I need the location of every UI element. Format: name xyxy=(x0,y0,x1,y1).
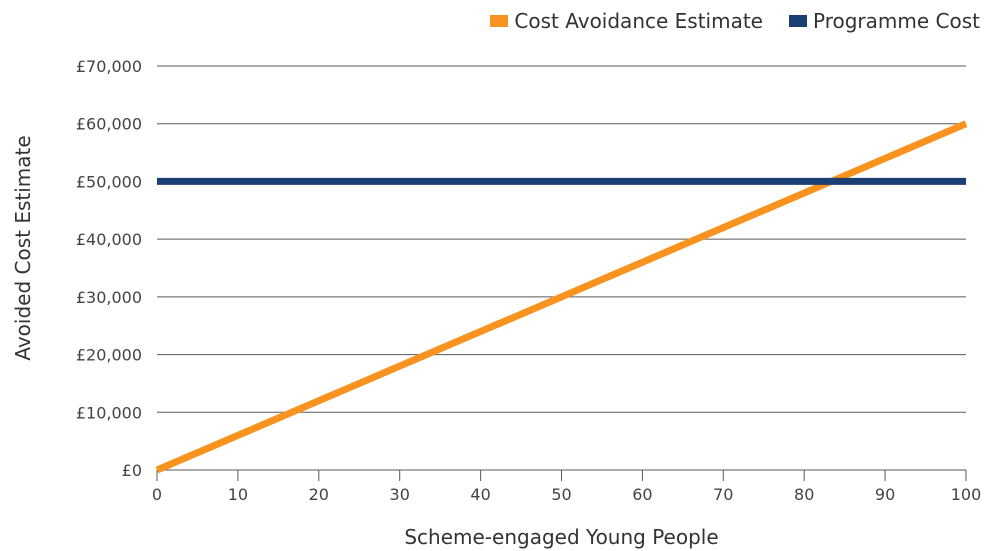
y-tick-label-3: £30,000 xyxy=(76,288,142,307)
x-tick-label-6: 60 xyxy=(632,485,652,504)
series-lines xyxy=(155,120,968,474)
legend-swatch-cost-avoidance xyxy=(490,15,509,27)
x-tick-label-10: 100 xyxy=(951,485,982,504)
y-tick-label-2: £20,000 xyxy=(76,346,142,365)
legend-swatch-programme-cost xyxy=(789,15,807,27)
legend-label-programme-cost: Programme Cost xyxy=(813,9,980,33)
legend-item-programme-cost: Programme Cost xyxy=(789,9,980,33)
y-axis-title: Avoided Cost Estimate xyxy=(11,135,35,360)
legend-item-cost-avoidance: Cost Avoidance Estimate xyxy=(490,9,763,33)
x-tick-label-9: 90 xyxy=(875,485,895,504)
x-axis-title: Scheme-engaged Young People xyxy=(404,525,718,549)
y-axis-tick-labels: £0 £10,000 £20,000 £30,000 £40,000 £50,000 £60… xyxy=(76,57,142,480)
x-tick-label-3: 30 xyxy=(390,485,410,504)
y-tick-label-1: £10,000 xyxy=(76,403,142,422)
legend: Cost Avoidance Estimate Programme Cost xyxy=(490,9,980,33)
x-tick-label-2: 20 xyxy=(309,485,329,504)
y-tick-label-7: £70,000 xyxy=(76,57,142,76)
y-tick-label-5: £50,000 xyxy=(76,172,142,191)
x-tick-label-5: 50 xyxy=(551,485,571,504)
y-tick-label-4: £40,000 xyxy=(76,230,142,249)
legend-label-cost-avoidance: Cost Avoidance Estimate xyxy=(514,9,763,33)
x-tick-label-0: 0 xyxy=(152,485,162,504)
x-axis-tick-labels: 0 10 20 30 40 50 60 70 80 90 100 xyxy=(152,485,981,504)
x-tick-label-1: 10 xyxy=(228,485,248,504)
y-tick-label-0: £0 xyxy=(122,461,142,480)
x-tick-label-7: 70 xyxy=(713,485,733,504)
x-tick-label-8: 80 xyxy=(794,485,814,504)
x-tick-label-4: 40 xyxy=(470,485,490,504)
y-tick-label-6: £60,000 xyxy=(76,115,142,134)
